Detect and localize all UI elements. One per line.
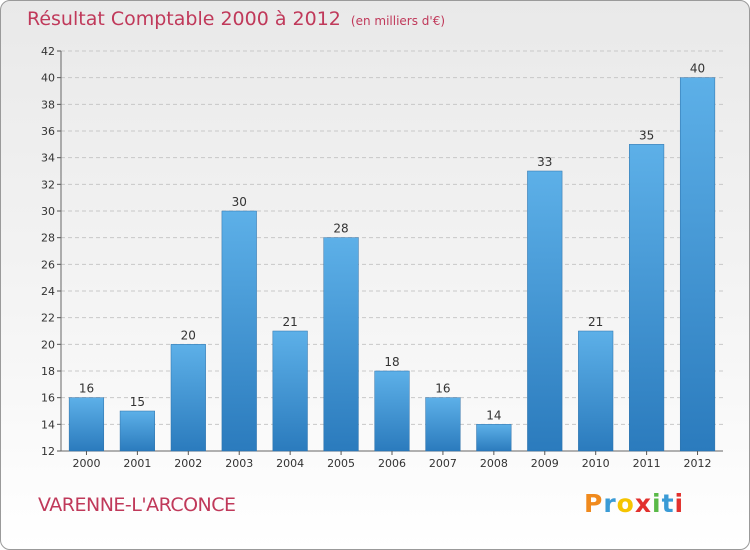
logo-letter: r xyxy=(603,489,617,518)
data-label: 40 xyxy=(690,62,705,76)
bar-2000 xyxy=(68,397,105,452)
commune-name: VARENNE-L'ARCONCE xyxy=(38,494,236,516)
y-tick-label: 12 xyxy=(41,445,55,458)
y-tick-label: 20 xyxy=(41,338,55,351)
y-tick-label: 40 xyxy=(41,72,55,85)
logo-letter: P xyxy=(584,489,604,518)
x-tick-label: 2001 xyxy=(123,457,151,470)
bar-2003 xyxy=(221,210,257,452)
logo-letter: i xyxy=(674,489,685,518)
bar-2008 xyxy=(476,424,512,452)
y-tick-label: 24 xyxy=(41,285,55,298)
bar-2006 xyxy=(374,370,410,452)
data-label: 20 xyxy=(181,328,196,342)
bar-2005 xyxy=(323,237,359,452)
y-tick-label: 30 xyxy=(41,205,55,218)
y-axis: 12 14 16 18 20 22 24 26 28 30 32 34 36 38 40 42 xyxy=(41,45,723,458)
logo-letter: t xyxy=(661,489,675,518)
x-tick-label: 2010 xyxy=(582,457,610,470)
x-tick-label: 2002 xyxy=(174,457,202,470)
y-tick-label: 38 xyxy=(41,98,55,111)
y-tick-label: 34 xyxy=(41,152,55,165)
y-tick-label: 42 xyxy=(41,45,55,58)
data-labels: 16 15 20 30 21 28 18 16 14 33 21 35 40 xyxy=(79,62,705,423)
chart-title: Résultat Comptable 2000 à 2012 (en millie… xyxy=(27,8,445,30)
data-label: 28 xyxy=(333,222,348,236)
bar-2010 xyxy=(578,330,614,452)
proxiti-logo: Proxiti xyxy=(584,489,684,518)
bar-2002 xyxy=(170,344,206,452)
x-tick-label: 2012 xyxy=(684,457,712,470)
chart-title-unit: (en milliers d'€) xyxy=(350,14,446,28)
logo-letter: o xyxy=(616,489,635,518)
y-tick-label: 26 xyxy=(41,258,55,271)
y-tick-label: 36 xyxy=(41,125,55,138)
y-tick-label: 32 xyxy=(41,178,55,191)
bar-2011 xyxy=(629,144,665,452)
x-tick-label: 2006 xyxy=(378,457,406,470)
data-label: 33 xyxy=(537,155,552,169)
logo-letter: i xyxy=(652,489,662,518)
x-tick-label: 2003 xyxy=(225,457,253,470)
x-tick-label: 2009 xyxy=(531,457,559,470)
bars xyxy=(68,77,716,452)
bar-2004 xyxy=(272,330,308,452)
bar-2012 xyxy=(679,77,716,452)
x-tick-label: 2005 xyxy=(327,457,355,470)
chart-title-text: Résultat Comptable 2000 à 2012 xyxy=(27,8,341,30)
data-label: 14 xyxy=(486,408,501,422)
y-tick-label: 28 xyxy=(41,232,55,245)
bar-2001 xyxy=(119,410,155,452)
x-tick-label: 2004 xyxy=(276,457,304,470)
x-tick-label: 2011 xyxy=(633,457,661,470)
data-label: 15 xyxy=(130,395,145,409)
x-tick-label: 2000 xyxy=(72,457,100,470)
data-label: 30 xyxy=(232,195,247,209)
bar-2007 xyxy=(425,397,461,452)
data-label: 16 xyxy=(79,382,94,396)
x-axis: 2000 2001 2002 2003 2004 2005 2006 2007 2008 2009… xyxy=(72,451,712,470)
x-tick-label: 2007 xyxy=(429,457,457,470)
data-label: 18 xyxy=(384,355,399,369)
y-tick-label: 16 xyxy=(41,392,55,405)
data-label: 21 xyxy=(283,315,298,329)
y-tick-label: 14 xyxy=(41,418,55,431)
x-tick-label: 2008 xyxy=(480,457,508,470)
data-label: 35 xyxy=(639,128,654,142)
bar-2009 xyxy=(527,170,563,452)
data-label: 16 xyxy=(435,382,450,396)
data-label: 21 xyxy=(588,315,603,329)
y-tick-label: 22 xyxy=(41,312,55,325)
y-tick-label: 18 xyxy=(41,365,55,378)
logo-letter: x xyxy=(634,489,652,518)
